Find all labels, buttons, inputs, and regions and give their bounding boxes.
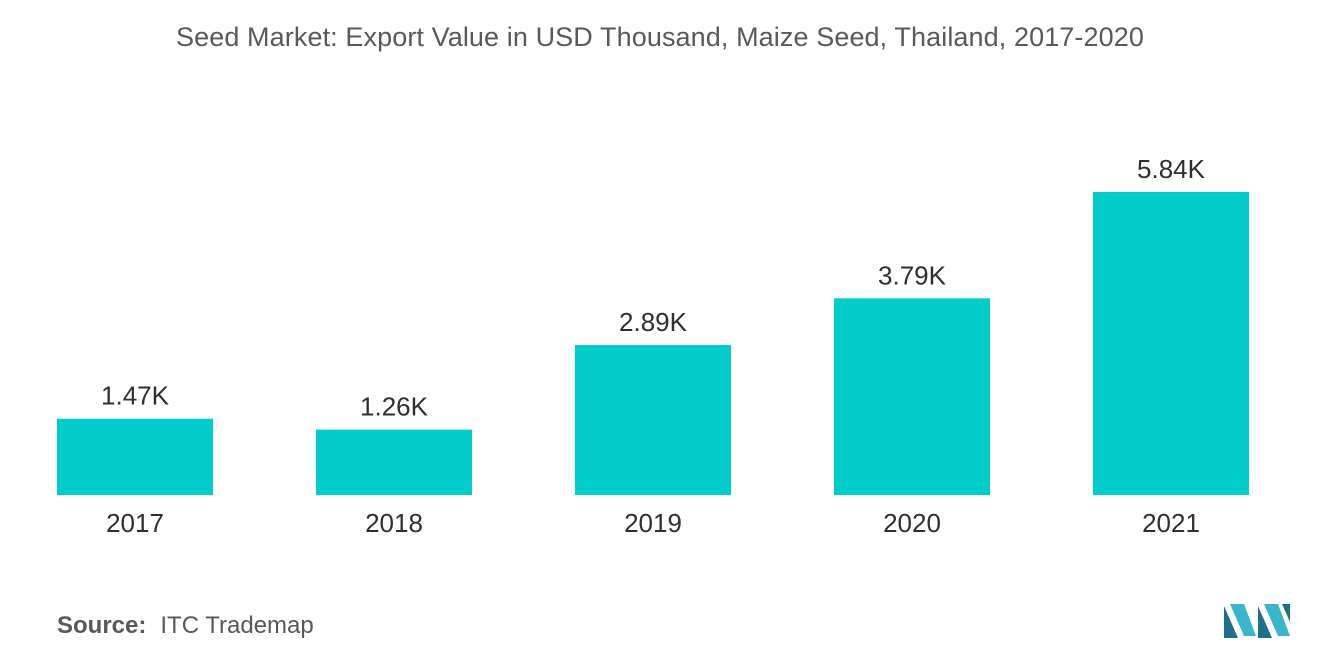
bar-2020 xyxy=(834,298,990,495)
mordor-intelligence-logo-icon xyxy=(1224,604,1290,638)
source-label: Source: xyxy=(57,612,147,639)
value-label-2017: 1.47K xyxy=(101,381,170,411)
x-tick-label-2017: 2017 xyxy=(106,508,164,538)
bar-2017 xyxy=(57,418,213,495)
x-tick-label-2020: 2020 xyxy=(883,508,941,538)
chart-title: Seed Market: Export Value in USD Thousan… xyxy=(176,22,1144,52)
x-tick-label-2021: 2021 xyxy=(1142,508,1200,538)
value-label-2018: 1.26K xyxy=(360,392,429,422)
x-tick-label-2019: 2019 xyxy=(624,508,682,538)
x-axis-tick-labels: 2017 2018 2019 2020 2021 xyxy=(106,508,1200,538)
x-tick-label-2018: 2018 xyxy=(365,508,423,538)
bar-2018 xyxy=(316,429,472,495)
value-label-2021: 5.84K xyxy=(1137,154,1206,184)
value-label-2020: 3.79K xyxy=(878,260,947,290)
bar-2019 xyxy=(575,345,731,495)
value-labels-group: 1.47K 1.26K 2.89K 3.79K 5.84K xyxy=(101,154,1206,422)
source-note: Source: ITC Trademap xyxy=(57,612,314,640)
value-label-2019: 2.89K xyxy=(619,307,688,337)
bar-2021 xyxy=(1093,192,1249,495)
source-text: ITC Trademap xyxy=(160,612,314,639)
bars-group xyxy=(57,192,1249,495)
